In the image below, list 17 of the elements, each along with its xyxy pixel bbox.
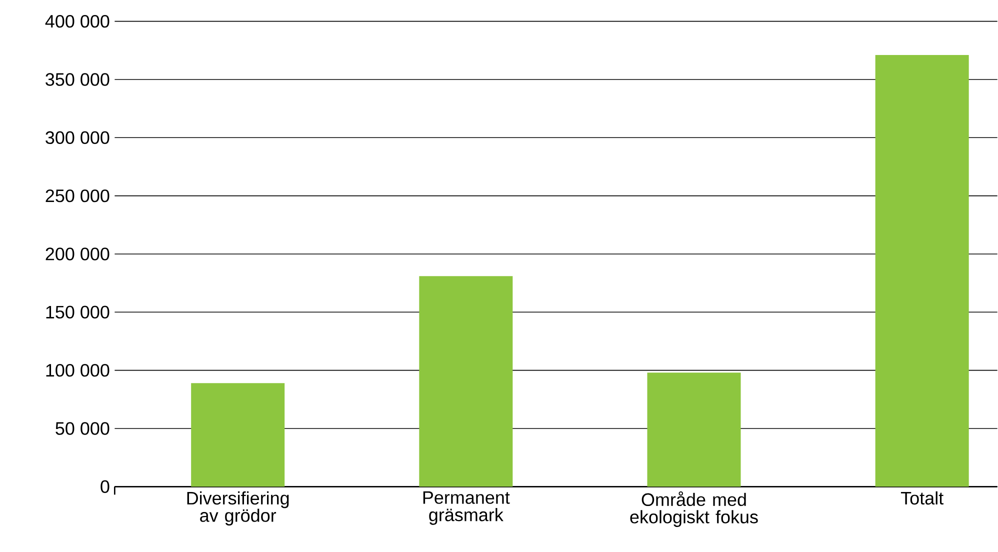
- bar: [875, 55, 969, 487]
- y-tick-label: 100 000: [46, 364, 110, 377]
- y-tick-label: 250 000: [46, 189, 110, 202]
- x-tick-label: Permanent gräsmark: [423, 491, 510, 525]
- bar: [647, 372, 741, 487]
- x-tick-label: Diversifiering av grödor: [187, 491, 289, 526]
- bar: [419, 276, 513, 487]
- x-tick-label: Totalt: [900, 491, 944, 505]
- y-tick-label: 350 000: [46, 73, 110, 86]
- y-tick-label: 400 000: [45, 14, 110, 28]
- y-tick-label: 150 000: [46, 306, 110, 319]
- x-tick-label: Område med ekologiskt fokus: [630, 491, 758, 527]
- y-tick-label: 300 000: [46, 131, 110, 144]
- y-tick-label: 200 000: [46, 248, 110, 260]
- bar: [191, 383, 285, 487]
- y-tick-label: 0: [100, 480, 110, 494]
- y-tick-label: 50 000: [56, 422, 110, 435]
